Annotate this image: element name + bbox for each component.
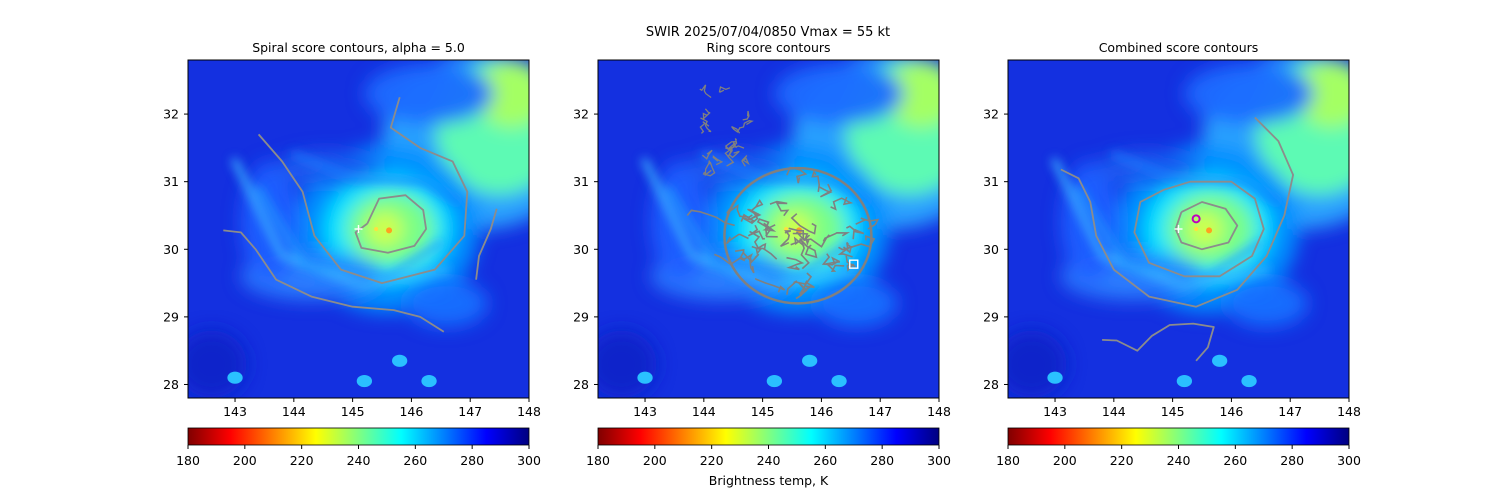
- y-tick-label: 31: [163, 174, 179, 189]
- satellite-image: [1008, 60, 1349, 398]
- x-tick-label: 147: [1278, 404, 1302, 419]
- x-tick-label: 148: [1337, 404, 1361, 419]
- colorbar: 180 200 220 240 260 280 300: [176, 427, 541, 468]
- contour-line: [1133, 180, 1265, 278]
- colorbar: 180 200 220 240 260 280 300 Brightness temp, K: [586, 427, 951, 488]
- colorbar-tick-label: 240: [757, 453, 781, 468]
- colorbar-tick-label: 220: [1110, 453, 1134, 468]
- x-tick-label: 145: [751, 404, 775, 419]
- colorbar-tick-label: 260: [1223, 453, 1247, 468]
- colorbar-tick-label: 220: [700, 453, 724, 468]
- satellite-image: [188, 60, 529, 398]
- x-tick-label: 146: [1219, 404, 1243, 419]
- colorbar-tick-label: 280: [460, 453, 484, 468]
- x-tick-label: 148: [927, 404, 951, 419]
- center-marker: [354, 225, 363, 233]
- contour-line: [223, 229, 445, 333]
- colorbar-tick-label: 180: [176, 453, 200, 468]
- y-tick-label: 31: [983, 174, 999, 189]
- score-contours: [1060, 116, 1294, 362]
- y-tick-label: 32: [163, 107, 179, 122]
- colorbar-tick-label: 260: [403, 453, 427, 468]
- figure-suptitle: SWIR 2025/07/04/0850 Vmax = 55 kt: [646, 25, 890, 40]
- colorbar-tick-label: 300: [927, 453, 951, 468]
- panel-title: Combined score contours: [1099, 40, 1259, 55]
- contour-line: [1174, 201, 1239, 251]
- colorbar-tick-label: 200: [1053, 453, 1077, 468]
- x-tick-label: 144: [282, 404, 306, 419]
- panel-1: Spiral score contours, alpha = 5.0 143 144…: [163, 40, 541, 468]
- x-tick-label: 145: [341, 404, 365, 419]
- y-tick-label: 30: [983, 242, 999, 257]
- contour-line: [475, 208, 498, 280]
- y-tick-label: 32: [983, 107, 999, 122]
- score-contours: [223, 96, 498, 333]
- colorbar-tick-label: 200: [233, 453, 257, 468]
- panel-title: Ring score contours: [706, 40, 830, 55]
- contour-line: [1060, 116, 1294, 308]
- x-tick-label: 147: [458, 404, 482, 419]
- ring-score-contours: [686, 84, 880, 305]
- axes-frame: [1007, 59, 1350, 399]
- y-tick-label: 30: [163, 242, 179, 257]
- colorbar-tick-label: 300: [517, 453, 541, 468]
- colorbar-tick-label: 180: [586, 453, 610, 468]
- y-tick-label: 29: [163, 309, 179, 324]
- axes-frame: [597, 59, 940, 399]
- y-tick-label: 28: [983, 377, 999, 392]
- y-tick-label: 30: [573, 242, 589, 257]
- colorbar-gradient: [1007, 427, 1350, 446]
- x-tick-label: 144: [1102, 404, 1126, 419]
- y-tick-label: 32: [573, 107, 589, 122]
- colorbar-tick-label: 260: [813, 453, 837, 468]
- x-tick-label: 147: [868, 404, 892, 419]
- satellite-image: [598, 60, 939, 398]
- best-center-marker: [1191, 214, 1201, 224]
- panel-3: Combined score contours 143 144 145 146 147 14…: [983, 40, 1361, 468]
- contour-line: [1102, 322, 1215, 362]
- square-marker: [849, 259, 859, 269]
- y-tick-label: 29: [573, 309, 589, 324]
- y-tick-label: 31: [573, 174, 589, 189]
- center-marker: [1174, 225, 1183, 233]
- colorbar-tick-label: 280: [1280, 453, 1304, 468]
- colorbar-tick-label: 240: [347, 453, 371, 468]
- panel-title: Spiral score contours, alpha = 5.0: [252, 40, 465, 55]
- colorbar-tick-label: 200: [643, 453, 667, 468]
- x-tick-label: 146: [399, 404, 423, 419]
- colorbar-tick-label: 180: [996, 453, 1020, 468]
- x-tick-label: 148: [517, 404, 541, 419]
- colorbar-gradient: [597, 427, 940, 446]
- colorbar-tick-label: 280: [870, 453, 894, 468]
- y-tick-label: 28: [163, 377, 179, 392]
- colorbar-tick-label: 240: [1167, 453, 1191, 468]
- colorbar-label: Brightness temp, K: [709, 473, 829, 488]
- axes-frame: [187, 59, 530, 399]
- contour-line: [354, 194, 427, 254]
- colorbar-gradient: [187, 427, 530, 446]
- x-tick-label: 143: [1043, 404, 1067, 419]
- x-tick-label: 146: [809, 404, 833, 419]
- y-tick-label: 28: [573, 377, 589, 392]
- x-tick-label: 143: [633, 404, 657, 419]
- colorbar: 180 200 220 240 260 280 300: [996, 427, 1361, 468]
- x-tick-label: 144: [692, 404, 716, 419]
- colorbar-tick-label: 300: [1337, 453, 1361, 468]
- contour-line: [257, 96, 469, 284]
- colorbar-tick-label: 220: [290, 453, 314, 468]
- x-tick-label: 143: [223, 404, 247, 419]
- panel-2: Ring score contours 143 144 145 146 147 148 28 2…: [573, 40, 951, 488]
- x-tick-label: 145: [1161, 404, 1185, 419]
- y-tick-label: 29: [983, 309, 999, 324]
